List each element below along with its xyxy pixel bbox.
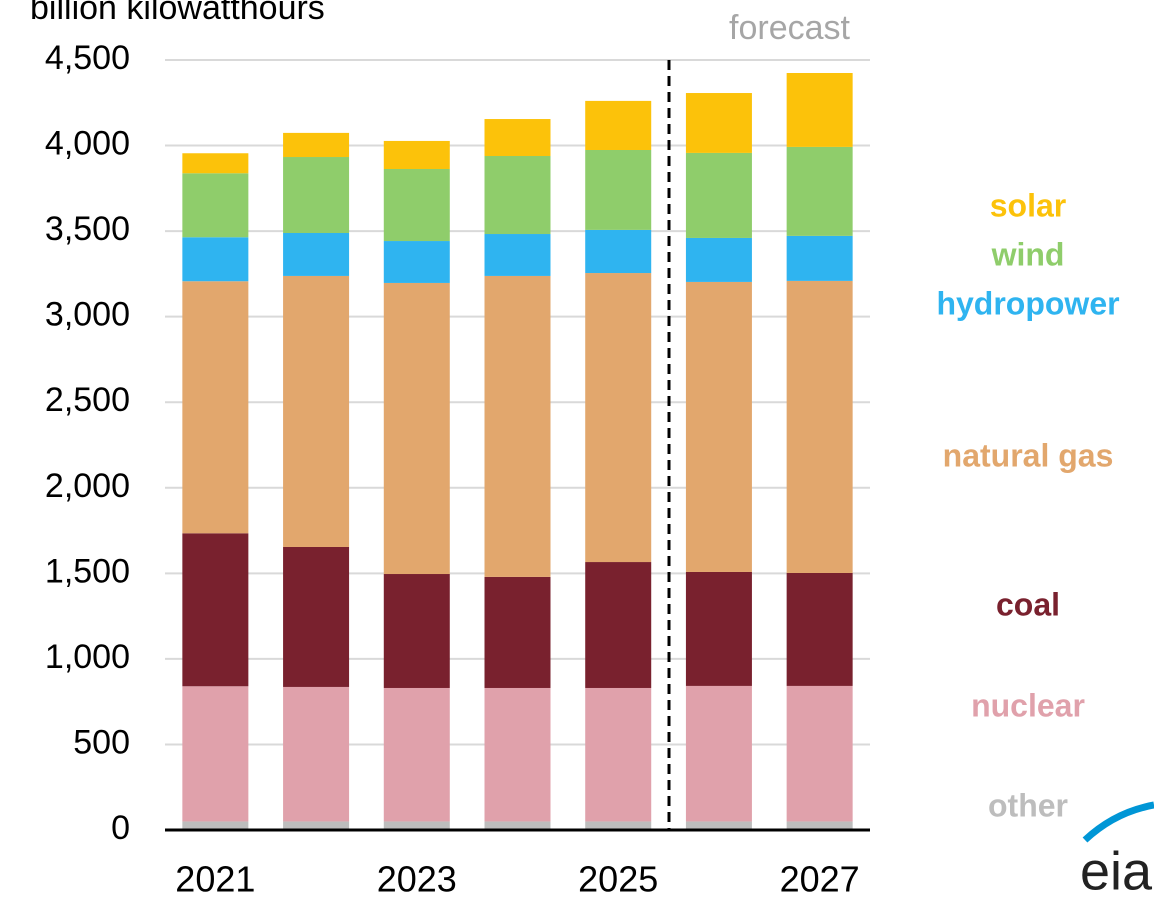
y-tick-label: 1,000	[45, 638, 130, 676]
x-tick-label: 2023	[377, 859, 457, 900]
bar-segment	[585, 687, 652, 822]
bar-segment	[383, 687, 450, 822]
bar-segment	[484, 234, 551, 276]
legend-label: wind	[991, 236, 1065, 272]
bar-segment	[786, 235, 853, 281]
bar-segment	[283, 132, 350, 158]
bar-segment	[283, 546, 350, 687]
y-axis-label: billion kilowatthours	[30, 0, 325, 27]
y-tick-label: 2,000	[45, 467, 130, 505]
bar-segment	[283, 275, 350, 547]
legend-label: coal	[996, 586, 1060, 622]
bar-segment	[685, 93, 752, 153]
bar-segment	[786, 821, 853, 830]
forecast-label: forecast	[729, 9, 850, 47]
bar-segment	[283, 232, 350, 276]
bar-segment	[685, 571, 752, 686]
bar-segment	[484, 275, 551, 577]
bar-segment	[786, 572, 853, 686]
legend-label: nuclear	[971, 687, 1085, 723]
bar-segment	[585, 273, 652, 563]
bar-segment	[685, 685, 752, 822]
bar-segment	[484, 821, 551, 830]
bar-segment	[283, 821, 350, 830]
legend-label: other	[988, 787, 1068, 823]
bar-segment	[685, 152, 752, 238]
bar-segment	[585, 100, 652, 151]
bar-segment	[786, 685, 853, 822]
y-tick-label: 1,500	[45, 552, 130, 590]
bar-segment	[182, 281, 249, 534]
logo-swoosh	[1082, 801, 1154, 843]
bar-segment	[383, 282, 450, 575]
bar-segment	[283, 686, 350, 822]
y-tick-label: 3,500	[45, 210, 130, 248]
legend-label: natural gas	[943, 437, 1114, 473]
bar-segment	[182, 173, 249, 238]
bar-segment	[182, 237, 249, 282]
y-tick-label: 500	[73, 723, 130, 761]
bar-segment	[786, 73, 853, 147]
bar-segment	[484, 576, 551, 688]
x-tick-label: 2021	[175, 859, 255, 900]
bar-segment	[182, 821, 249, 830]
bar-segment	[383, 140, 450, 169]
bar-segment	[182, 153, 249, 174]
bar-segment	[383, 168, 450, 242]
y-tick-label: 3,000	[45, 296, 130, 334]
x-tick-label: 2027	[780, 859, 860, 900]
bar-segment	[585, 821, 652, 830]
bar-segment	[585, 150, 652, 230]
bar-segment	[484, 155, 551, 235]
y-tick-label: 2,500	[45, 381, 130, 419]
bar-segment	[786, 280, 853, 573]
legend-label: hydropower	[936, 285, 1119, 321]
bar-segment	[182, 686, 249, 822]
bar-segment	[685, 821, 752, 830]
x-tick-label: 2025	[578, 859, 658, 900]
y-tick-label: 4,000	[45, 125, 130, 163]
bar-segment	[182, 533, 249, 687]
legend-label: solar	[990, 187, 1066, 223]
logo: eia	[1080, 841, 1153, 901]
bar-segment	[786, 146, 853, 236]
bar-segment	[685, 281, 752, 572]
y-tick-label: 0	[111, 809, 130, 847]
bar-segment	[585, 562, 652, 688]
bar-segment	[484, 687, 551, 822]
bar-segment	[383, 821, 450, 830]
bar-segment	[283, 157, 350, 233]
bar-segment	[383, 241, 450, 283]
bar-segment	[685, 237, 752, 282]
bar-segment	[585, 229, 652, 274]
bar-segment	[484, 119, 551, 156]
y-tick-label: 4,500	[45, 39, 130, 77]
bar-segment	[383, 574, 450, 688]
